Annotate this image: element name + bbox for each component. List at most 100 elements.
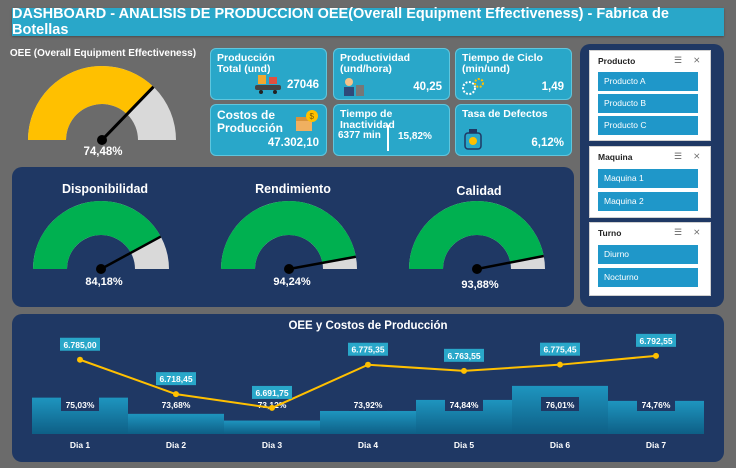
oee-bar	[224, 420, 320, 434]
kpi-tiempo-ciclo: Tiempo de Ciclo (min/und) 1,49	[455, 48, 572, 100]
oee-bar-label-bg	[541, 397, 579, 411]
kpi-inactividad-percent: 15,82%	[398, 131, 432, 142]
kpi-inactividad-minutes: 6377 min	[338, 130, 381, 141]
costos-point	[173, 391, 179, 398]
clear-filter-icon[interactable]: ⨯	[693, 55, 701, 65]
oee-value: 74,48%	[83, 146, 123, 158]
costos-label: 6.691,75	[255, 388, 288, 398]
costos-label-bg	[156, 372, 196, 386]
slicer-maquina: Maquina ☰ ⨯ Maquina 1 Maquina 2	[589, 146, 711, 218]
kpi-produccion-title: Producción Total (und)	[217, 52, 275, 75]
costos-label-bg	[348, 342, 388, 356]
oee-bar-label-bg	[349, 397, 387, 411]
x-tick-label: Dia 5	[454, 440, 475, 450]
clear-filter-icon[interactable]: ⨯	[693, 227, 701, 237]
oee-bar-label-bg	[61, 397, 99, 411]
costos-point	[77, 356, 83, 363]
gauge-value-calidad: 93,88%	[461, 279, 499, 291]
gauge-calidad	[409, 200, 545, 274]
gauge-value-disponibilidad: 84,18%	[85, 276, 123, 288]
oee-bar-label: 74,76%	[642, 400, 671, 410]
multi-select-icon[interactable]: ☰	[674, 151, 683, 161]
kpi-defectos-value: 6,12%	[531, 137, 564, 149]
oee-costos-chart: 75,03%73,68%73,12%73,92%74,84%76,01%74,7…	[32, 333, 704, 450]
slicer-item-nocturno[interactable]: Nocturno	[598, 268, 698, 287]
oee-bar-label: 75,03%	[66, 400, 95, 410]
costos-point	[269, 404, 275, 411]
oee-gauge-hub	[97, 135, 107, 145]
x-tick-label: Dia 4	[358, 440, 379, 450]
clear-filter-icon[interactable]: ⨯	[693, 151, 701, 161]
defect-bottle-icon	[464, 129, 482, 150]
kpi-produccion-value: 27046	[287, 79, 319, 91]
oee-bar-label-bg	[637, 397, 675, 411]
kpi-productividad-title: Productividad (und/hora)	[340, 52, 411, 75]
kpi-defectos-title: Tasa de Defectos	[462, 108, 548, 120]
gauge-disponibilidad	[33, 201, 169, 274]
gauge-rendimiento-needle	[288, 255, 357, 271]
gauges-panel	[12, 167, 574, 307]
costos-label: 6.775,35	[351, 345, 384, 355]
x-tick-label: Dia 6	[550, 440, 571, 450]
gauge-rendimiento-fill	[221, 200, 356, 269]
oee-bar-label-bg	[157, 397, 195, 411]
gauge-calidad-fill	[409, 200, 544, 269]
kpi-inactividad: Tiempo de Inactividad 6377 min 15,82%	[333, 104, 450, 156]
kpi-tiempo-ciclo-title: Tiempo de Ciclo (min/und)	[462, 52, 543, 75]
gears-icon	[462, 78, 484, 95]
slicer-item-producto-c[interactable]: Producto C	[598, 116, 698, 135]
svg-text:$: $	[310, 112, 315, 121]
costos-label: 6.763,55	[447, 351, 480, 361]
kpi-inactividad-title: Tiempo de Inactividad	[340, 108, 395, 131]
oee-bar-label-bg	[445, 397, 483, 411]
oee-gauge-needle	[100, 85, 155, 142]
oee-gauge-title: OEE (Overall Equipment Effectiveness)	[9, 48, 197, 59]
x-tick-label: Dia 2	[166, 440, 187, 450]
gauge-title-rendimiento: Rendimiento	[255, 182, 331, 196]
slicer-item-maquina-2[interactable]: Maquina 2	[598, 192, 698, 211]
money-box-icon: $	[296, 110, 318, 131]
kpi-defectos: Tasa de Defectos 6,12%	[455, 104, 572, 156]
oee-bar	[128, 413, 224, 434]
kpi-costos: Costos de Producción $ 47.302,10	[210, 104, 327, 156]
gauge-disponibilidad-needle	[100, 235, 162, 271]
gauge-calidad-needle	[476, 254, 544, 271]
worker-icon	[344, 78, 364, 96]
slicer-turno: Turno ☰ ⨯ Diurno Nocturno	[589, 222, 711, 296]
gauge-rendimiento-hub	[284, 264, 294, 274]
chart-title: OEE y Costos de Producción	[288, 320, 448, 332]
slicer-item-diurno[interactable]: Diurno	[598, 245, 698, 264]
kpi-costos-value: 47.302,10	[267, 137, 319, 149]
slicer-item-producto-b[interactable]: Producto B	[598, 94, 698, 113]
slicer-turno-title: Turno	[598, 228, 622, 238]
kpi-tiempo-ciclo-value: 1,49	[541, 81, 564, 93]
slicer-item-producto-a[interactable]: Producto A	[598, 72, 698, 91]
gauge-title-calidad: Calidad	[456, 184, 502, 198]
kpi-inactividad-divider	[387, 125, 389, 151]
kpi-costos-title: Costos de Producción	[217, 108, 284, 135]
kpi-productividad: Productividad (und/hora) 40,25	[333, 48, 450, 100]
slicer-producto-title: Producto	[598, 56, 636, 66]
kpi-productividad-value: 40,25	[413, 81, 442, 93]
oee-bar-label: 74,84%	[450, 400, 479, 410]
oee-bar-label: 73,92%	[354, 400, 383, 410]
slicer-item-maquina-1[interactable]: Maquina 1	[598, 169, 698, 188]
multi-select-icon[interactable]: ☰	[674, 227, 683, 237]
costos-label-bg	[636, 333, 676, 347]
gauge-title-disponibilidad: Disponibilidad	[61, 182, 149, 196]
kpi-produccion-total: Producción Total (und) 27046	[210, 48, 327, 100]
x-tick-label: Dia 3	[262, 440, 283, 450]
oee-gauge	[28, 66, 176, 145]
oee-bar-label: 76,01%	[546, 400, 575, 410]
oee-bar-label: 73,68%	[162, 400, 191, 410]
gauge-rendimiento	[221, 200, 357, 274]
costos-label: 6.792,55	[639, 336, 672, 346]
costos-point	[461, 367, 467, 374]
costos-label-bg	[252, 385, 292, 399]
costos-point	[653, 352, 659, 359]
multi-select-icon[interactable]: ☰	[674, 55, 683, 65]
x-tick-label: Dia 7	[646, 440, 667, 450]
costos-label: 6.718,45	[159, 374, 192, 384]
gauge-disponibilidad-hub	[96, 264, 106, 274]
costos-label-bg	[444, 348, 484, 362]
